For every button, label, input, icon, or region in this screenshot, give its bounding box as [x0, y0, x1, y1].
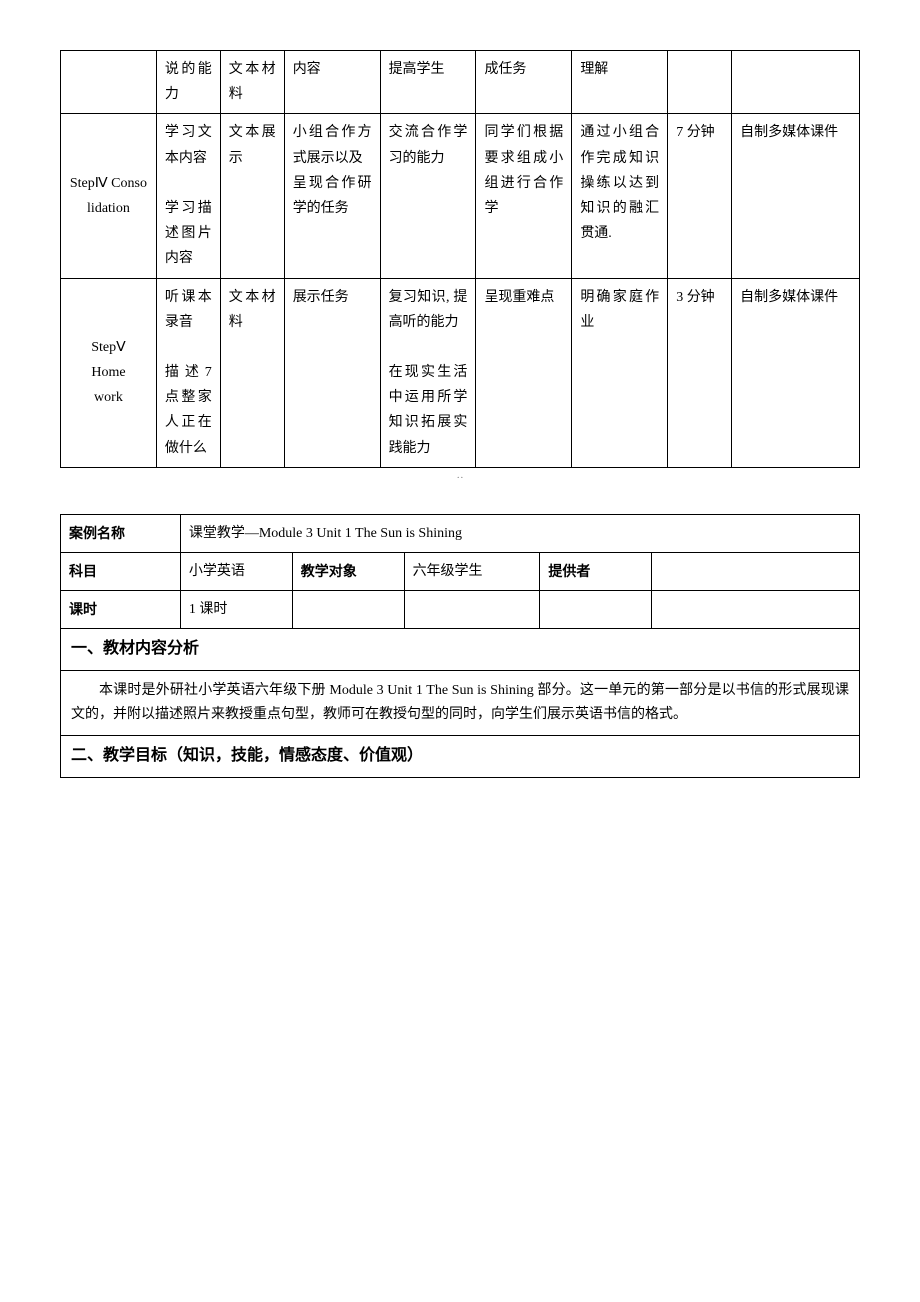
table-row: 说的能力 文本材料 内容 提高学生 成任务 理解: [61, 51, 860, 114]
cell: 通过小组合作完成知识操练以达到知识的融汇贯通.: [572, 114, 668, 278]
empty-cell: [652, 591, 860, 629]
table-row: StepⅣ Consolidation 学习文本内容 学习描述图片内容 文本展示…: [61, 114, 860, 278]
cell: 3 分钟: [668, 278, 732, 467]
table-row: 一、教材内容分析: [61, 629, 860, 671]
target-label: 教学对象: [292, 553, 404, 591]
cell: 提高学生: [380, 51, 476, 114]
cell: 复习知识, 提高听的能力 在现实生活中运用所学知识拓展实践能力: [380, 278, 476, 467]
empty-cell: [292, 591, 404, 629]
cell: 学习文本内容 学习描述图片内容: [156, 114, 220, 278]
cell: 交流合作学习的能力: [380, 114, 476, 278]
provider-value: [652, 553, 860, 591]
empty-cell: [404, 591, 540, 629]
cell: 听课本录音 描述7点整家人正在做什么: [156, 278, 220, 467]
cell: 展示任务: [284, 278, 380, 467]
section2-header: 二、教学目标（知识，技能，情感态度、价值观）: [61, 735, 860, 777]
page-marker: ··: [60, 468, 860, 484]
cell: 文本材料: [220, 278, 284, 467]
case-name-value: 课堂教学—Module 3 Unit 1 The Sun is Shining: [180, 514, 859, 552]
table-row: 本课时是外研社小学英语六年级下册 Module 3 Unit 1 The Sun…: [61, 671, 860, 736]
table-row: 课时 1 课时: [61, 591, 860, 629]
case-name-label: 案例名称: [61, 514, 181, 552]
subject-value: 小学英语: [180, 553, 292, 591]
section1-body-text: 本课时是外研社小学英语六年级下册 Module 3 Unit 1 The Sun…: [71, 679, 849, 727]
step-cell: StepⅣ Consolidation: [61, 114, 157, 278]
period-value: 1 课时: [180, 591, 292, 629]
case-info-table: 案例名称 课堂教学—Module 3 Unit 1 The Sun is Shi…: [60, 514, 860, 778]
cell: 文本材料: [220, 51, 284, 114]
cell: 理解: [572, 51, 668, 114]
table-row: 科目 小学英语 教学对象 六年级学生 提供者: [61, 553, 860, 591]
section1-header: 一、教材内容分析: [61, 629, 860, 671]
cell: 成任务: [476, 51, 572, 114]
cell: 自制多媒体课件: [732, 114, 860, 278]
cell: 内容: [284, 51, 380, 114]
cell: [732, 51, 860, 114]
target-value: 六年级学生: [404, 553, 540, 591]
step-cell: [61, 51, 157, 114]
table-row: 二、教学目标（知识，技能，情感态度、价值观）: [61, 735, 860, 777]
cell: 自制多媒体课件: [732, 278, 860, 467]
cell: 同学们根据要求组成小组进行合作学: [476, 114, 572, 278]
section1-body: 本课时是外研社小学英语六年级下册 Module 3 Unit 1 The Sun…: [61, 671, 860, 736]
cell: [668, 51, 732, 114]
step-cell: StepⅤ Home work: [61, 278, 157, 467]
empty-cell: [540, 591, 652, 629]
lesson-steps-table: 说的能力 文本材料 内容 提高学生 成任务 理解 StepⅣ Consolida…: [60, 50, 860, 468]
cell: 7 分钟: [668, 114, 732, 278]
cell: 小组合作方式展示以及 呈现合作研学的任务: [284, 114, 380, 278]
cell: 说的能力: [156, 51, 220, 114]
table-row: StepⅤ Home work 听课本录音 描述7点整家人正在做什么 文本材料 …: [61, 278, 860, 467]
cell: 文本展示: [220, 114, 284, 278]
table-row: 案例名称 课堂教学—Module 3 Unit 1 The Sun is Shi…: [61, 514, 860, 552]
subject-label: 科目: [61, 553, 181, 591]
period-label: 课时: [61, 591, 181, 629]
provider-label: 提供者: [540, 553, 652, 591]
cell: 呈现重难点: [476, 278, 572, 467]
cell: 明确家庭作业: [572, 278, 668, 467]
